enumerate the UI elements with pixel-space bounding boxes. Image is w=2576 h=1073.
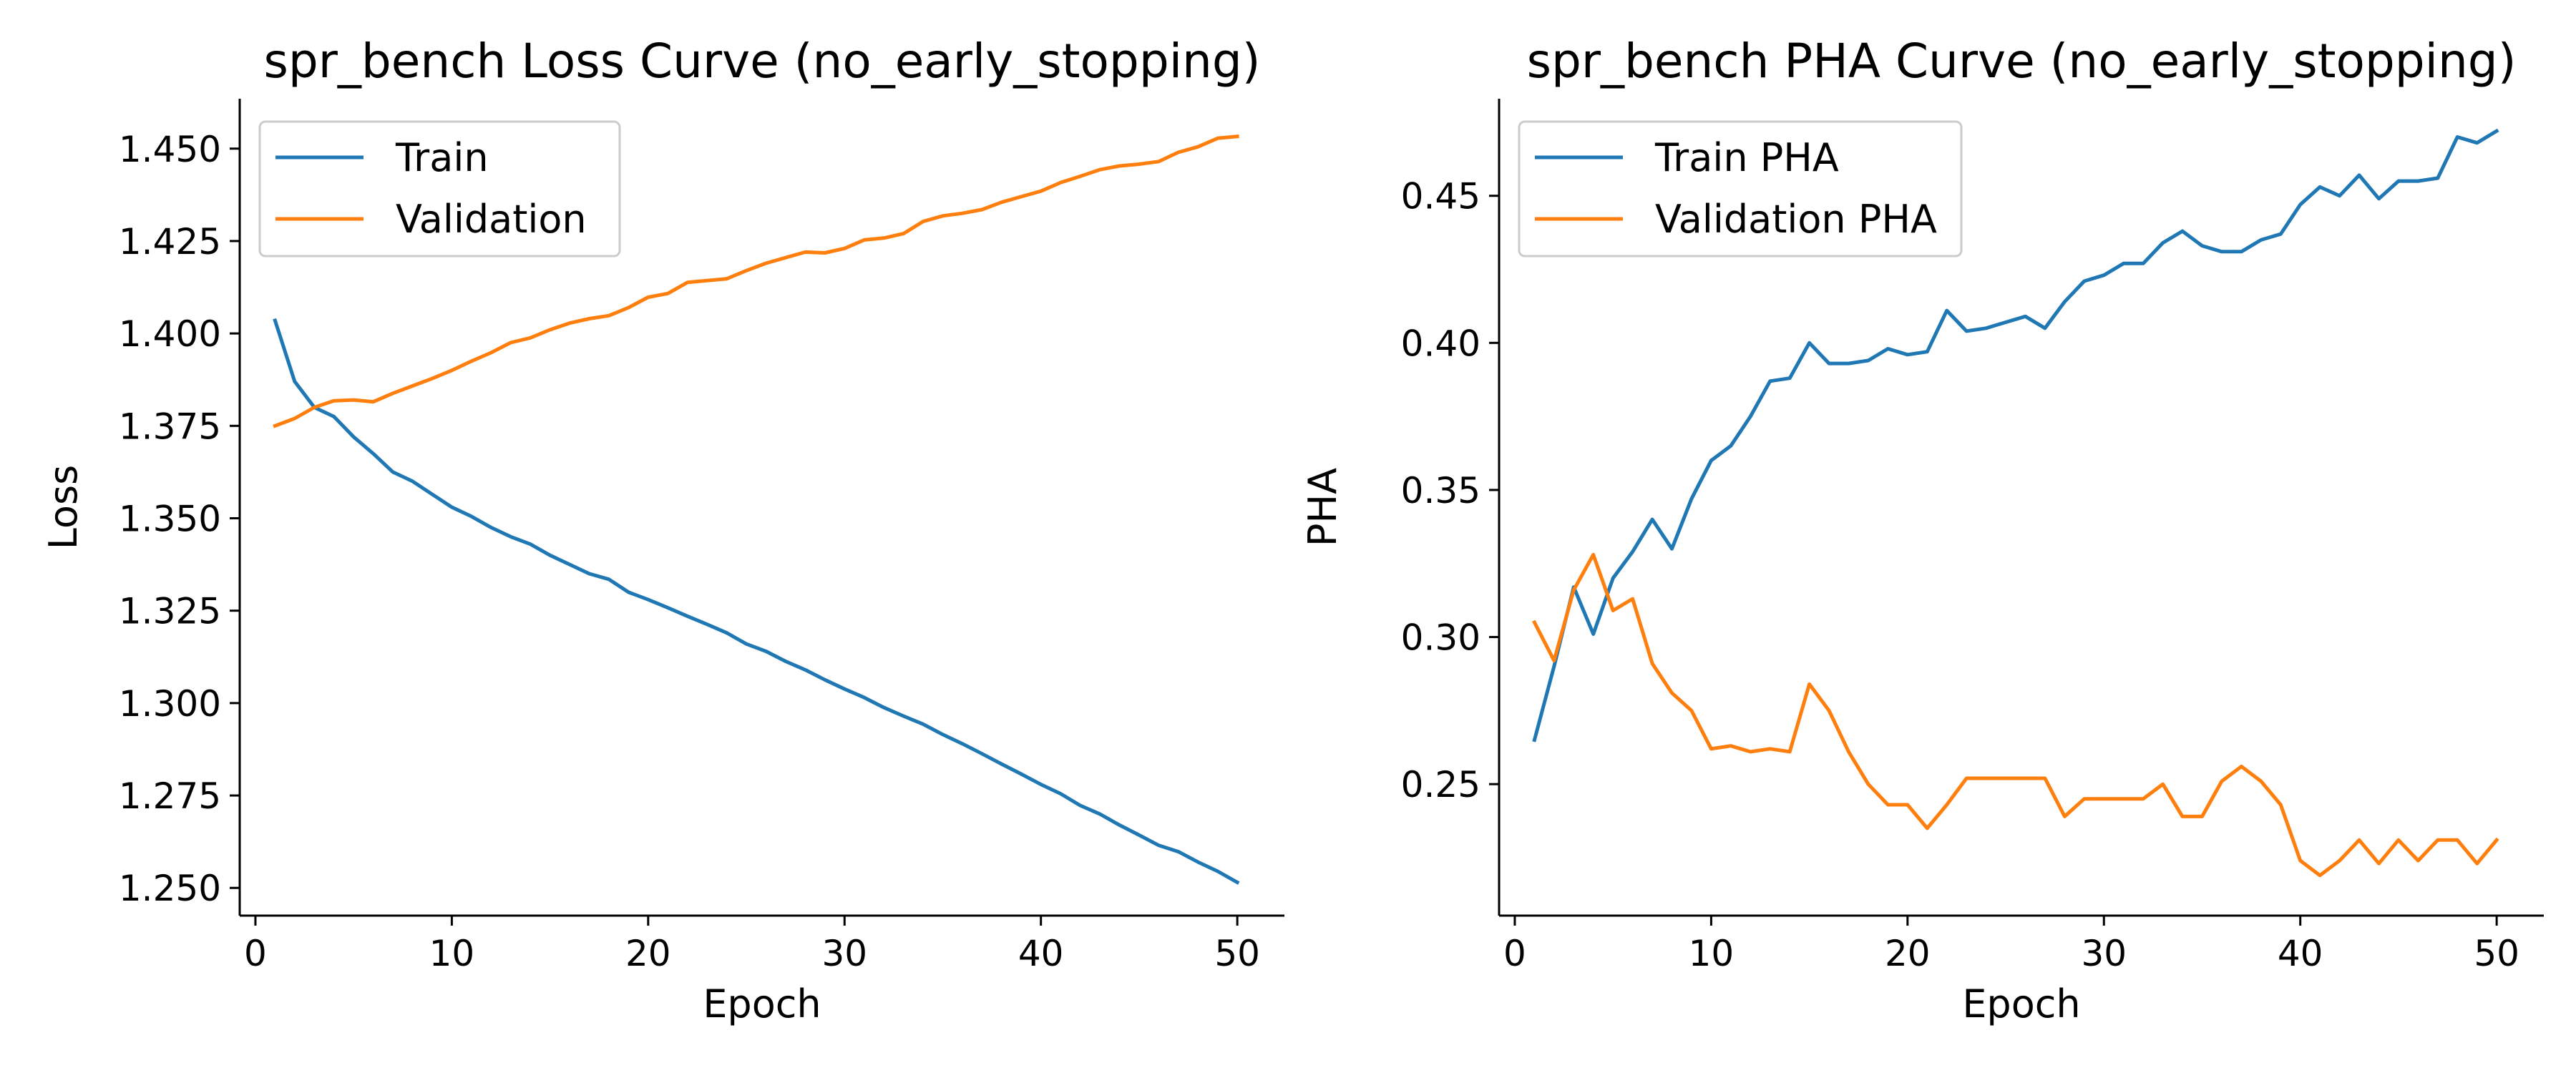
legend-label-1: Train PHA	[1654, 135, 1839, 180]
x-tick-label: 20	[625, 933, 671, 974]
y-axis-label: PHA	[1300, 468, 1345, 547]
legend: Train PHA Validation PHA	[1518, 120, 1963, 258]
y-tick-label: 1.350	[119, 499, 221, 540]
series-line-1	[1532, 128, 2499, 743]
y-tick-label: 0.40	[1401, 323, 1480, 364]
x-axis-label: Epoch	[703, 981, 821, 1027]
y-tick-label: 0.35	[1401, 470, 1480, 511]
x-tick-label: 40	[2278, 933, 2323, 974]
chart-title: spr_bench PHA Curve (no_early_stopping)	[1527, 34, 2517, 89]
legend-label-2: Validation PHA	[1655, 197, 1937, 242]
y-tick-label: 1.450	[119, 129, 221, 170]
y-tick-label: 1.400	[119, 313, 221, 355]
x-tick-label: 0	[244, 933, 267, 974]
x-tick-label: 10	[429, 933, 475, 974]
y-tick-label: 1.375	[119, 406, 221, 447]
x-tick-label: 30	[2081, 933, 2127, 974]
x-tick-label: 10	[1689, 933, 1735, 974]
series-line-2	[1532, 552, 2499, 878]
y-tick-label: 0.45	[1401, 176, 1480, 217]
y-axis-label: Loss	[41, 465, 86, 549]
chart-2: spr_bench PHA Curve (no_early_stopping) 0…	[1300, 34, 2544, 1027]
x-tick-label: 50	[1214, 933, 1260, 974]
y-tick-label: 1.250	[119, 868, 221, 909]
legend-label-1: Train	[395, 135, 489, 180]
x-tick-label: 0	[1503, 933, 1526, 974]
x-tick-label: 30	[821, 933, 867, 974]
series-line-1	[273, 318, 1240, 885]
legend: Train Validation	[258, 120, 621, 258]
chart-1: spr_bench Loss Curve (no_early_stopping)…	[41, 34, 1284, 1027]
legend-box	[258, 120, 621, 258]
y-tick-label: 1.325	[119, 591, 221, 632]
x-tick-label: 20	[1885, 933, 1931, 974]
legend-label-2: Validation	[396, 197, 587, 242]
x-axis-label: Epoch	[1962, 981, 2080, 1027]
y-tick-label: 1.275	[119, 775, 221, 817]
y-tick-label: 1.425	[119, 221, 221, 263]
y-tick-label: 1.300	[119, 683, 221, 725]
x-tick-label: 50	[2474, 933, 2519, 974]
y-tick-label: 0.30	[1401, 617, 1480, 659]
legend-box	[1518, 120, 1963, 258]
y-tick-label: 0.25	[1401, 764, 1480, 805]
series-line-2	[273, 134, 1239, 428]
chart-title: spr_bench Loss Curve (no_early_stopping)	[263, 34, 1260, 89]
x-tick-label: 40	[1018, 933, 1064, 974]
